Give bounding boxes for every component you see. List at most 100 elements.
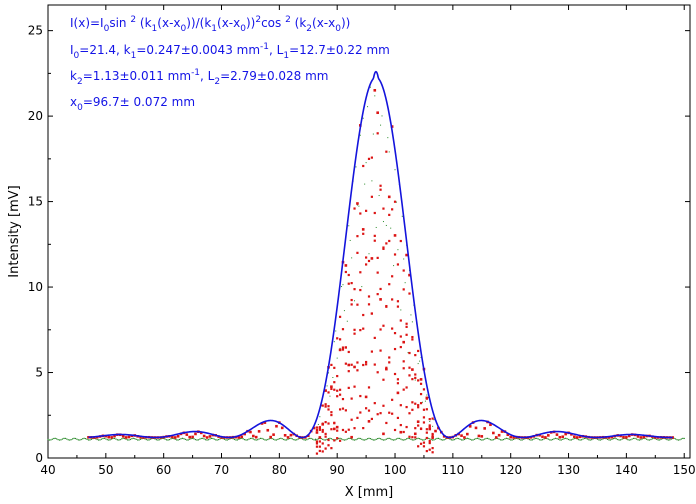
background-point bbox=[303, 439, 305, 441]
background-point bbox=[258, 438, 260, 440]
background-point bbox=[683, 437, 685, 440]
background-point bbox=[199, 438, 201, 440]
measured-point bbox=[240, 435, 244, 439]
fit-annotation-segment: I bbox=[70, 43, 74, 57]
background-point bbox=[375, 226, 377, 228]
measured-point bbox=[411, 408, 414, 411]
background-point bbox=[531, 439, 533, 441]
background-point bbox=[651, 438, 654, 440]
background-point bbox=[336, 357, 338, 359]
fit-annotation-line: I(x)=I0sin 2 (k1(x-x0))/(k1(x-x0))2cos 2… bbox=[70, 15, 350, 34]
background-point bbox=[315, 438, 316, 440]
background-point bbox=[499, 439, 502, 441]
measured-point bbox=[642, 435, 646, 439]
background-point bbox=[245, 439, 247, 441]
x-tick-label: 130 bbox=[557, 463, 580, 477]
background-point bbox=[181, 437, 184, 439]
background-point bbox=[48, 439, 51, 441]
measured-point bbox=[399, 430, 403, 434]
background-point bbox=[203, 438, 205, 440]
fit-annotation-segment: =12.7±0.22 mm bbox=[289, 43, 390, 57]
fit-annotation-segment: 0 bbox=[74, 51, 80, 61]
background-point bbox=[293, 439, 295, 441]
background-point bbox=[458, 437, 460, 440]
background-point bbox=[359, 134, 361, 136]
measured-point bbox=[419, 378, 423, 381]
measured-point bbox=[336, 429, 339, 432]
y-tick-label: 0 bbox=[35, 451, 43, 465]
background-point bbox=[152, 437, 155, 439]
measured-point bbox=[127, 435, 131, 439]
measured-point bbox=[428, 424, 431, 427]
measured-point bbox=[373, 336, 376, 339]
background-point bbox=[369, 438, 372, 440]
background-point bbox=[447, 437, 450, 440]
background-point bbox=[178, 438, 181, 441]
measured-point bbox=[379, 287, 382, 291]
measured-point bbox=[408, 374, 411, 377]
measured-point bbox=[411, 436, 414, 439]
fit-annotation-segment: ))/(k bbox=[186, 16, 211, 30]
measured-point bbox=[379, 298, 382, 301]
background-point bbox=[481, 439, 483, 441]
measured-point bbox=[425, 449, 428, 453]
measured-point bbox=[541, 435, 544, 439]
measured-point bbox=[382, 404, 385, 407]
measured-point bbox=[350, 303, 353, 306]
background-point bbox=[471, 439, 473, 441]
measured-point bbox=[171, 435, 174, 439]
measured-point bbox=[347, 363, 351, 367]
background-point bbox=[323, 439, 325, 441]
background-point bbox=[382, 439, 385, 441]
background-point bbox=[372, 133, 374, 135]
background-point bbox=[275, 439, 278, 441]
background-point bbox=[343, 439, 346, 441]
measured-point bbox=[327, 444, 330, 447]
background-point bbox=[125, 438, 127, 440]
measured-point bbox=[396, 378, 400, 381]
background-point bbox=[556, 437, 558, 440]
background-point bbox=[407, 437, 409, 439]
measured-point bbox=[388, 361, 391, 364]
background-point bbox=[585, 437, 587, 440]
background-point bbox=[206, 439, 208, 441]
background-point bbox=[633, 437, 635, 440]
measured-point bbox=[425, 408, 428, 411]
background-point bbox=[51, 438, 53, 440]
measured-point bbox=[512, 436, 515, 439]
measured-point bbox=[321, 430, 324, 433]
background-point bbox=[304, 439, 306, 441]
measured-point bbox=[362, 232, 365, 235]
background-point bbox=[209, 438, 211, 440]
background-point bbox=[158, 439, 160, 441]
background-point bbox=[533, 438, 535, 440]
background-point bbox=[174, 438, 176, 440]
fit-annotation-segment: )) bbox=[341, 16, 350, 30]
background-point bbox=[646, 438, 648, 440]
measured-point bbox=[382, 246, 385, 249]
background-point bbox=[77, 439, 79, 441]
background-point bbox=[550, 439, 552, 441]
background-point bbox=[400, 309, 402, 311]
background-point bbox=[659, 439, 661, 441]
measured-point bbox=[402, 367, 405, 370]
background-point bbox=[60, 439, 62, 441]
measured-point bbox=[356, 202, 359, 205]
measured-point bbox=[460, 434, 463, 437]
background-point bbox=[676, 439, 678, 441]
y-tick-label: 25 bbox=[28, 24, 43, 38]
background-point bbox=[395, 438, 398, 440]
measured-point bbox=[312, 426, 316, 430]
measured-point bbox=[405, 253, 408, 257]
background-point bbox=[416, 438, 418, 440]
measured-point bbox=[376, 293, 379, 296]
background-point bbox=[653, 437, 655, 439]
measured-point bbox=[202, 434, 206, 438]
background-point bbox=[609, 439, 612, 441]
measured-point bbox=[405, 322, 408, 325]
background-point bbox=[96, 438, 98, 441]
background-point bbox=[138, 439, 140, 441]
background-point bbox=[186, 439, 188, 441]
background-point bbox=[213, 438, 215, 440]
background-point bbox=[534, 437, 536, 440]
